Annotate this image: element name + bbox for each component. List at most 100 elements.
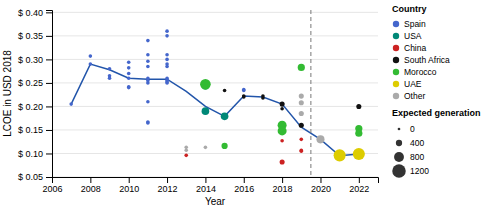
y-tick-mark	[46, 36, 52, 37]
point	[280, 139, 284, 143]
grid-line	[52, 59, 378, 60]
legend-swatch	[393, 81, 399, 87]
y-tick-label: $ 0.25	[18, 78, 43, 88]
series	[334, 148, 365, 161]
point	[298, 64, 305, 71]
x-tick: 2008	[81, 177, 101, 194]
legend-item: UAE	[393, 79, 422, 89]
point	[200, 79, 211, 90]
point	[299, 94, 304, 99]
x-tick-label: 2014	[196, 184, 216, 194]
legend-swatch	[393, 93, 399, 99]
x-tick: 2022	[349, 177, 369, 194]
point	[146, 121, 150, 125]
x-tick-mark	[282, 177, 283, 183]
point	[299, 123, 304, 128]
chart: 200620082010201220142016201820202022$ 0.…	[0, 0, 500, 209]
size-legend-item: 0	[398, 124, 415, 134]
size-legend-label: 1200	[410, 166, 429, 176]
point	[127, 85, 131, 89]
legend-item: USA	[393, 31, 422, 41]
legend-swatch	[393, 33, 399, 39]
point	[127, 60, 131, 64]
point	[280, 102, 285, 107]
point	[299, 100, 304, 105]
size-legend-swatch	[394, 152, 404, 162]
point	[146, 120, 150, 124]
size-legend-item: 1200	[392, 164, 429, 178]
y-tick-mark	[46, 12, 52, 13]
x-tick: 2006	[42, 177, 62, 194]
point	[355, 130, 362, 137]
point	[165, 65, 169, 69]
legend-label: China	[404, 43, 426, 53]
y-tick: $ 0.10	[18, 149, 52, 159]
y-tick: $ 0.25	[18, 78, 52, 88]
legend-label: USA	[404, 31, 422, 41]
point	[127, 76, 131, 80]
y-tick: $ 0.20	[18, 102, 52, 112]
point	[108, 67, 112, 71]
point	[127, 72, 131, 76]
point	[242, 89, 246, 93]
grid-line	[52, 106, 378, 107]
x-axis: 200620082010201220142016201820202022	[42, 177, 378, 194]
point	[299, 138, 303, 142]
point	[184, 154, 188, 158]
series	[223, 89, 362, 128]
point	[221, 112, 229, 120]
size-legend-swatch	[398, 128, 401, 131]
point	[165, 29, 169, 33]
legend-label: South Africa	[404, 55, 450, 65]
legend-item: Morocco	[393, 67, 437, 77]
point	[299, 111, 304, 116]
point	[242, 88, 246, 92]
point	[146, 59, 150, 63]
point	[261, 96, 265, 100]
point	[165, 81, 169, 85]
size-legend-item: 800	[394, 152, 424, 162]
x-tick-label: 2022	[349, 184, 369, 194]
y-tick-label: $ 0.15	[18, 125, 43, 135]
legend-item: Spain	[393, 19, 426, 29]
y-tick-label: $ 0.05	[18, 172, 43, 182]
point	[146, 53, 150, 57]
trend-line	[71, 64, 359, 156]
point	[242, 94, 246, 98]
marks	[69, 10, 364, 177]
point	[165, 53, 169, 57]
x-tick-mark	[129, 177, 130, 183]
x-tick-label: 2018	[273, 184, 293, 194]
x-tick-mark	[359, 177, 360, 183]
legend-title: Country	[392, 4, 427, 14]
point	[165, 80, 169, 84]
series	[184, 94, 324, 152]
point	[146, 100, 150, 104]
grid-line	[52, 129, 378, 130]
point	[221, 143, 227, 149]
point	[108, 76, 112, 80]
y-tick-mark	[46, 177, 52, 178]
y-tick: $ 0.30	[18, 55, 52, 65]
x-tick-label: 2008	[81, 184, 101, 194]
point	[278, 126, 287, 135]
x-tick-mark	[167, 177, 168, 183]
legend-item: Other	[393, 91, 426, 101]
x-tick: 2010	[119, 177, 139, 194]
x-tick-mark	[205, 177, 206, 183]
y-tick: $ 0.15	[18, 125, 52, 135]
x-tick-mark	[320, 177, 321, 183]
y-axis-line	[46, 11, 53, 178]
x-tick: 2016	[234, 177, 254, 194]
size-legend-item: 400	[396, 138, 425, 148]
point	[334, 149, 346, 161]
legend: Country Spain USA China South Africa Morocco U…	[392, 4, 481, 178]
x-tick: 2012	[158, 177, 178, 194]
y-axis: $ 0.05$ 0.10$ 0.15$ 0.20$ 0.25$ 0.30$ 0.…	[18, 8, 53, 183]
grid-line	[52, 82, 378, 83]
point	[204, 146, 208, 150]
point	[280, 107, 284, 111]
legend-label: Other	[404, 91, 425, 101]
y-tick-mark	[46, 130, 52, 131]
size-legend-label: 0	[410, 124, 415, 134]
